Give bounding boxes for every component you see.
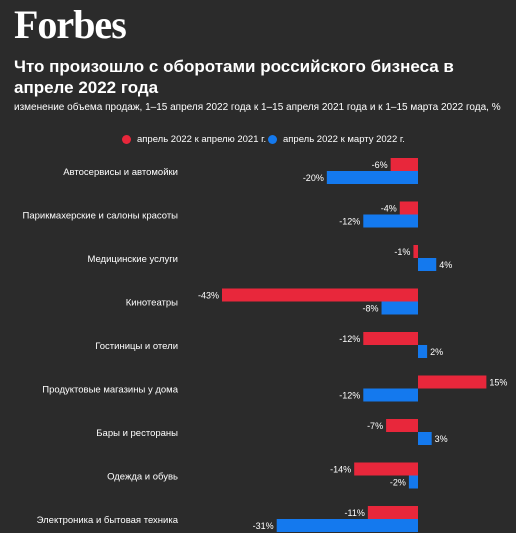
data-label: 4% bbox=[439, 260, 452, 270]
legend-item-apr-2021: апрель 2022 к апрелю 2021 г. bbox=[122, 134, 266, 145]
category-label: Медицинские услуги bbox=[87, 254, 178, 265]
legend-label-apr-2021: апрель 2022 к апрелю 2021 г. bbox=[137, 134, 267, 145]
category-label: Бары и рестораны bbox=[96, 428, 178, 439]
bar-apr-2021 bbox=[390, 158, 418, 171]
legend-item-mar-2022: апрель 2022 к марту 2022 г. bbox=[268, 134, 405, 145]
category-label: Кинотеатры bbox=[126, 298, 178, 309]
bar-mar-2022 bbox=[276, 519, 418, 532]
bar-apr-2021 bbox=[354, 462, 418, 476]
data-label: -7% bbox=[367, 421, 383, 431]
data-label: -43% bbox=[198, 291, 219, 301]
bar-mar-2022 bbox=[418, 258, 437, 271]
data-label: -1% bbox=[394, 247, 410, 257]
data-label: -4% bbox=[381, 204, 397, 214]
bar-mar-2022 bbox=[363, 388, 418, 402]
bar-apr-2021 bbox=[386, 419, 418, 432]
legend-dot-blue bbox=[268, 135, 277, 144]
bar-apr-2021 bbox=[399, 201, 418, 215]
bar-mar-2022 bbox=[418, 345, 428, 358]
category-label: Продуктовые магазины у дома bbox=[42, 385, 178, 396]
bar-apr-2021 bbox=[367, 506, 418, 519]
data-label: -11% bbox=[345, 508, 365, 518]
chart-title: Что произошло с оборотами российского би… bbox=[14, 57, 454, 97]
data-label: -12% bbox=[339, 217, 360, 227]
category-label: Одежда и обувь bbox=[107, 472, 178, 483]
data-label: -14% bbox=[330, 465, 351, 475]
data-label: 3% bbox=[435, 434, 448, 444]
bar-mar-2022 bbox=[326, 171, 418, 184]
category-label: Парикмахерские и салоны красоты bbox=[23, 211, 179, 222]
category-label: Гостиницы и отели bbox=[95, 341, 178, 352]
bar-apr-2021 bbox=[222, 288, 418, 302]
data-label: -8% bbox=[363, 304, 379, 314]
data-label: 2% bbox=[430, 347, 443, 357]
bar-apr-2021 bbox=[363, 332, 418, 345]
bar-mar-2022 bbox=[381, 301, 418, 315]
legend-dot-red bbox=[122, 135, 131, 144]
bar-mar-2022 bbox=[408, 475, 418, 489]
data-label: -12% bbox=[339, 391, 360, 401]
data-label: -12% bbox=[339, 334, 360, 344]
bar-apr-2021 bbox=[418, 375, 487, 389]
forbes-logo: Forbes bbox=[14, 2, 127, 47]
bar-apr-2021 bbox=[413, 245, 418, 258]
data-label: -6% bbox=[372, 160, 388, 170]
data-label: -20% bbox=[303, 173, 324, 183]
chart-legend: апрель 2022 к апрелю 2021 г. апрель 2022… bbox=[0, 134, 516, 148]
data-label: 15% bbox=[489, 378, 507, 388]
category-label: Автосервисы и автомойки bbox=[63, 167, 178, 178]
bar-mar-2022 bbox=[363, 214, 418, 228]
category-label: Электроника и бытовая техника bbox=[37, 515, 179, 526]
legend-label-mar-2022: апрель 2022 к марту 2022 г. bbox=[283, 134, 405, 145]
chart-subtitle: изменение объема продаж, 1–15 апреля 202… bbox=[14, 102, 501, 113]
data-label: -31% bbox=[253, 521, 274, 531]
bar-mar-2022 bbox=[418, 432, 432, 445]
data-label: -2% bbox=[390, 478, 406, 488]
